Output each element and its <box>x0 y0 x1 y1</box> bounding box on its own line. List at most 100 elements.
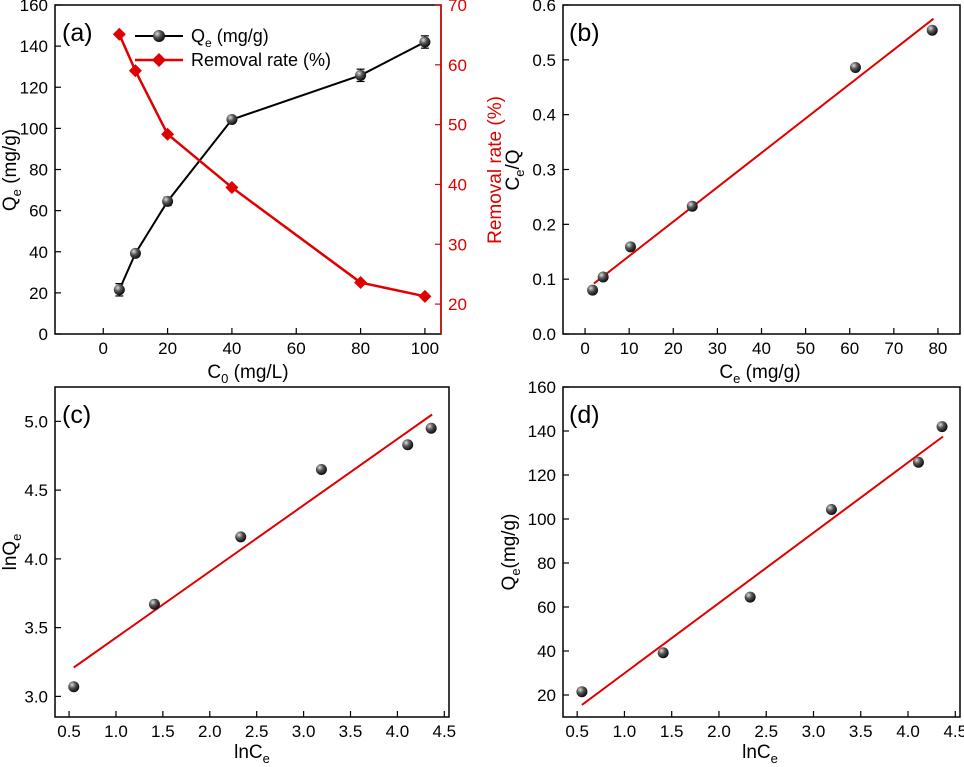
data-point-qe <box>129 247 141 259</box>
data-point-d <box>912 456 924 468</box>
data-point-d <box>576 686 588 698</box>
legend-marker-qe <box>153 30 165 42</box>
data-point-d <box>657 647 669 659</box>
panel-d: (d) lnCe Qe(mg/g) 0.5 1.0 1.5 2.0 2.5 3.0 3.5 4… <box>499 378 964 766</box>
x-tick-label-a: 40 <box>222 339 241 358</box>
x-tick-label-d: 2.5 <box>754 722 778 741</box>
data-point-qe <box>355 69 367 81</box>
data-point-b <box>587 284 599 296</box>
x-tick-label-c: 2.0 <box>198 722 222 741</box>
y-tick-label-d: 120 <box>528 466 556 485</box>
y-tick-label-a: 60 <box>29 202 48 221</box>
x-tick-label-c: 2.5 <box>245 722 269 741</box>
panel-c: (c) lnCe lnQe 0.5 1.0 1.5 2.0 2.5 3.0 3.5 4.0 4.… <box>0 386 456 766</box>
x-tick-label-c: 1.0 <box>104 722 128 741</box>
y-tick-label-a: 120 <box>20 78 48 97</box>
y2-tick-label-a: 50 <box>448 116 467 135</box>
data-point-c <box>68 681 80 693</box>
y-tick-label-c: 4.5 <box>24 481 48 500</box>
y-tick-label-c: 3.0 <box>24 687 48 706</box>
panel-b-frame <box>562 4 961 335</box>
y2-tick-label-a: 60 <box>448 56 467 75</box>
x-tick-label-b: 0 <box>580 339 589 358</box>
y-tick-label-c: 3.5 <box>24 619 48 638</box>
x-tick-label-b: 70 <box>884 339 903 358</box>
panel-b: (b) Ce (mg/g) Ce/Q 0 10 20 30 40 50 60 70 80 0.0 0… <box>503 0 961 386</box>
x-tick-label-c: 4.5 <box>432 722 456 741</box>
x-tick-label-c: 4.0 <box>386 722 410 741</box>
y2-axis-title-a: Removal rate (%) <box>485 96 506 244</box>
series-line-diamond <box>118 33 426 298</box>
fit-line-d <box>581 435 944 706</box>
data-point-d <box>825 504 837 516</box>
x-tick-label-a: 20 <box>158 339 177 358</box>
x-tick-label-c: 3.0 <box>292 722 316 741</box>
data-point-c <box>425 422 437 434</box>
data-point-b <box>624 241 636 253</box>
x-tick-label-b: 10 <box>620 339 639 358</box>
x-tick-label-c: 3.5 <box>339 722 363 741</box>
y-tick-label-d: 20 <box>537 686 556 705</box>
x-tick-label-b: 40 <box>752 339 771 358</box>
x-tick-label-d: 0.5 <box>565 722 589 741</box>
y-tick-label-c: 5.0 <box>24 412 48 431</box>
y-tick-label-b: 0.2 <box>532 215 556 234</box>
legend-label-removal: Removal rate (%) <box>191 50 331 70</box>
legend-marker-removal <box>152 53 166 67</box>
data-point-c <box>402 439 414 451</box>
y2-tick-label-a: 40 <box>448 175 467 194</box>
y-tick-label-a: 140 <box>20 37 48 56</box>
panel-b-label: (b) <box>569 19 600 47</box>
panel-d-frame <box>562 386 961 718</box>
data-point-removal <box>128 64 142 78</box>
x-tick-label-b: 20 <box>664 339 683 358</box>
data-point-qe <box>113 284 125 296</box>
y2-tick-label-a: 20 <box>448 295 467 314</box>
x-tick-label-a: 80 <box>351 339 370 358</box>
data-point-b <box>849 62 861 74</box>
data-point-removal <box>112 27 126 41</box>
data-point-c <box>148 598 160 610</box>
data-point-removal <box>354 276 368 290</box>
x-tick-label-b: 50 <box>796 339 815 358</box>
data-point-d <box>744 591 756 603</box>
data-point-removal <box>161 127 175 141</box>
y2-tick-label-a: 30 <box>448 235 467 254</box>
x-tick-label-d: 4.0 <box>896 722 920 741</box>
data-point-d <box>936 421 948 433</box>
data-point-removal <box>418 289 432 303</box>
data-point-b <box>686 200 698 212</box>
x-tick-label-b: 80 <box>928 339 947 358</box>
y-tick-label-c: 4.0 <box>24 550 48 569</box>
y-tick-label-b: 0.5 <box>532 51 556 70</box>
data-point-b <box>926 24 938 36</box>
fit-line-c <box>73 413 433 669</box>
y-tick-label-b: 0.0 <box>532 325 556 344</box>
y2-tick-label-a: 70 <box>448 0 467 15</box>
data-point-b <box>597 271 609 283</box>
panel-d-label: (d) <box>569 401 600 429</box>
y-tick-label-d: 100 <box>528 510 556 529</box>
x-tick-label-d: 1.5 <box>660 722 684 741</box>
y-tick-label-d: 80 <box>537 554 556 573</box>
x-axis-title-a: C0 (mg/L) <box>207 362 288 386</box>
x-tick-label-d: 3.5 <box>849 722 873 741</box>
y-tick-label-a: 20 <box>29 284 48 303</box>
y-tick-label-a: 40 <box>29 243 48 262</box>
y-tick-label-a: 160 <box>20 0 48 15</box>
x-tick-label-c: 0.5 <box>57 722 81 741</box>
y-tick-label-b: 0.4 <box>532 106 556 125</box>
x-tick-label-a: 60 <box>287 339 306 358</box>
fit-line-b <box>593 17 935 285</box>
y-axis-title-c: lnQe <box>0 534 24 571</box>
data-point-qe <box>419 36 431 48</box>
data-point-c <box>235 531 247 543</box>
legend-label-qe: Qe (mg/g) <box>191 26 269 50</box>
y-tick-label-a: 80 <box>29 161 48 180</box>
y-tick-label-d: 140 <box>528 422 556 441</box>
x-tick-label-d: 3.0 <box>802 722 826 741</box>
y-tick-label-b: 0.6 <box>532 0 556 15</box>
y-tick-label-d: 160 <box>528 378 556 397</box>
x-tick-label-b: 30 <box>708 339 727 358</box>
